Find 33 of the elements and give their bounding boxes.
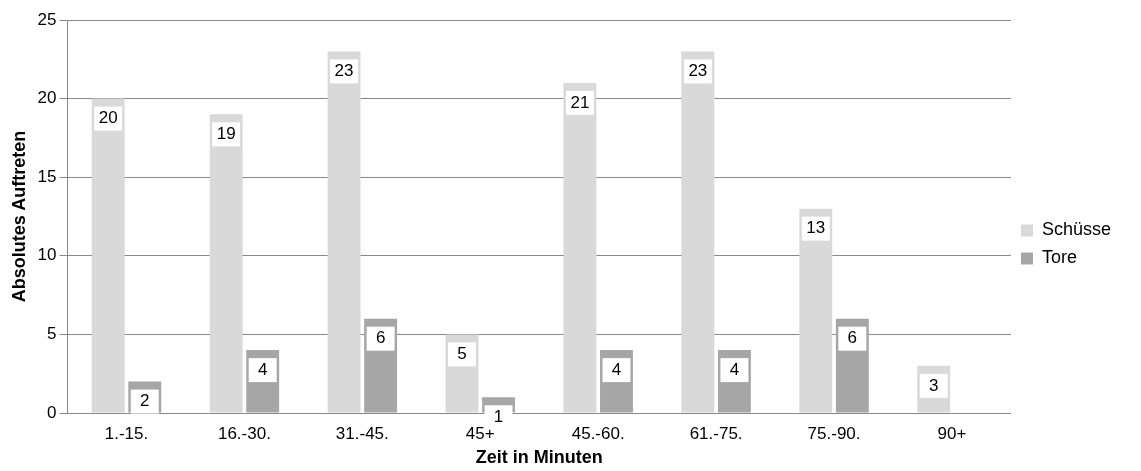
y-tick-label: 10 (37, 245, 57, 265)
data-label: 1 (493, 406, 504, 426)
x-tick-label: 1.-15. (104, 423, 149, 443)
legend-label: Schüsse (1041, 219, 1112, 240)
data-label: 6 (847, 328, 858, 348)
data-label: 3 (928, 375, 939, 395)
data-label: 4 (257, 359, 268, 379)
data-label: 19 (216, 124, 236, 144)
y-tick-label: 25 (37, 9, 57, 29)
data-label: 6 (375, 328, 386, 348)
x-tick-label: 31.-45. (335, 423, 389, 443)
data-label: 21 (570, 92, 590, 112)
data-label: 4 (729, 359, 740, 379)
y-tick-label: 5 (47, 324, 57, 344)
y-axis-title: Absolutes Auftreten (8, 130, 29, 303)
x-tick-label: 45.-60. (571, 423, 625, 443)
y-tick-label: 0 (47, 402, 57, 422)
y-tick-label: 20 (37, 88, 57, 108)
x-tick-label: 75.-90. (807, 423, 861, 443)
x-tick-label: 61.-75. (689, 423, 743, 443)
data-label: 23 (334, 61, 354, 81)
x-tick-label: 16.-30. (217, 423, 271, 443)
legend-label: Tore (1041, 247, 1077, 268)
x-axis-title: Zeit in Minuten (475, 447, 603, 468)
data-label: 13 (806, 218, 826, 238)
y-tick-label: 15 (37, 166, 57, 186)
data-label: 20 (98, 108, 118, 128)
x-tick-label: 90+ (937, 423, 967, 443)
data-label: 23 (688, 61, 708, 81)
x-tick-label: 45+ (465, 423, 495, 443)
data-label: 4 (611, 359, 622, 379)
data-label: 5 (457, 344, 467, 364)
data-label: 2 (140, 391, 150, 411)
